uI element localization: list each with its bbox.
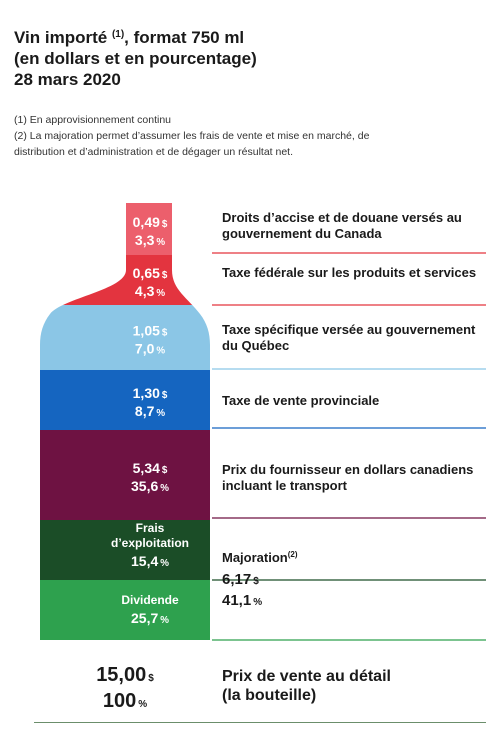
majoration-amount: 6,17 $ (222, 571, 259, 588)
segment-6-name-line-2: d’exploitation (111, 536, 189, 550)
footnote-1: (1) En approvisionnement continu (14, 114, 172, 126)
segment-6-name-line-1: Frais (136, 521, 165, 535)
total-label: Prix de vente au détail (la bouteille) (222, 668, 391, 704)
bottle-segment-4 (40, 370, 210, 430)
bottle-segment-7 (40, 580, 210, 640)
title-line-1: Vin importé (1), format 750 ml (14, 28, 245, 47)
bottle-segment-5 (40, 430, 210, 520)
segment-2-amount: 0,65 $ (133, 265, 168, 281)
bottle-segment-6 (40, 520, 210, 580)
label-droits-accise: Droits d’accise et de douane versés au g… (222, 210, 462, 241)
label-prix-fournisseur: Prix du fournisseur en dollars canadiens… (222, 462, 474, 493)
separator-rules (212, 252, 486, 641)
segment-4-amount: 1,30 $ (133, 385, 168, 401)
label-taxe-specifique: Taxe spécifique versée au gouvernement d… (222, 322, 476, 353)
bottle-segment-1 (40, 203, 210, 255)
total-value: 15,00 $ 100% (40, 664, 210, 716)
label-majoration: Majoration(2) (222, 550, 298, 565)
label-tvq: Taxe de vente provinciale (222, 393, 380, 408)
footnotes: (1) En approvisionnement continu (2) La … (14, 112, 484, 160)
total-amount: 15,00 $ (96, 664, 154, 686)
title-line-3: 28 mars 2020 (14, 70, 121, 89)
bottle-segment-2 (40, 255, 210, 305)
bottle-segments (40, 203, 210, 640)
total-percent: 100% (102, 690, 148, 712)
bottom-rule (34, 722, 486, 723)
segment-1-amount: 0,49 $ (133, 214, 168, 230)
chart-title: Vin importé (1), format 750 ml (en dolla… (14, 24, 484, 90)
segment-7-name-line-1: Dividende (121, 593, 179, 607)
majoration-percent: 41,1% (222, 592, 263, 609)
segment-5-amount: 5,34 $ (133, 460, 168, 476)
footnote-2a: (2) La majoration permet d’assumer les f… (14, 130, 370, 142)
bottle-segment-3 (40, 305, 210, 370)
label-tps: Taxe fédérale sur les produits et servic… (222, 265, 477, 280)
segment-3-amount: 1,05 $ (133, 323, 168, 339)
title-line-2: (en dollars et en pourcentage) (14, 49, 257, 68)
footnote-2b: distribution et d’administration et de d… (14, 146, 294, 158)
